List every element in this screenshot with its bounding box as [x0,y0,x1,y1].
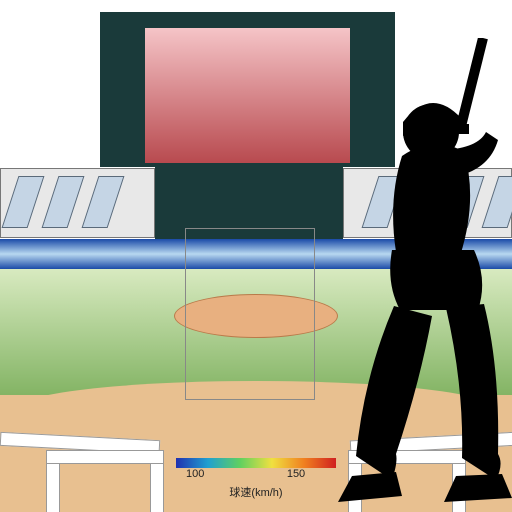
batter-silhouette [296,38,512,508]
pitch-location-diagram: 100150 球速(km/h) [0,0,512,512]
plate-line [46,450,164,464]
speed-tick: 100 [186,468,204,480]
